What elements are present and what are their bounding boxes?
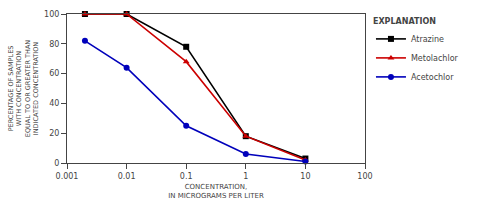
svg-text:Atrazine: Atrazine [411,35,444,44]
svg-text:10: 10 [300,172,310,181]
svg-text:CONCENTRATION,IN MICROGRAMS PE: CONCENTRATION,IN MICROGRAMS PER LITER [168,183,264,200]
svg-text:1: 1 [243,172,248,181]
svg-text:Acetochlor: Acetochlor [411,73,454,82]
svg-text:0.001: 0.001 [56,172,79,181]
svg-text:100: 100 [44,10,59,19]
svg-text:40: 40 [49,99,59,108]
svg-text:Metolachlor: Metolachlor [411,54,459,63]
svg-text:0.01: 0.01 [118,172,136,181]
svg-text:0: 0 [54,159,59,168]
svg-text:EXPLANATION: EXPLANATION [373,17,436,26]
svg-text:0.1: 0.1 [180,172,193,181]
svg-text:60: 60 [49,69,59,78]
svg-text:20: 20 [49,129,59,138]
svg-text:100: 100 [357,172,372,181]
svg-text:80: 80 [49,40,59,49]
svg-text:PERCENTAGE OF SAMPLESWITH CONC: PERCENTAGE OF SAMPLESWITH CONCENTRATIONE… [7,40,40,138]
